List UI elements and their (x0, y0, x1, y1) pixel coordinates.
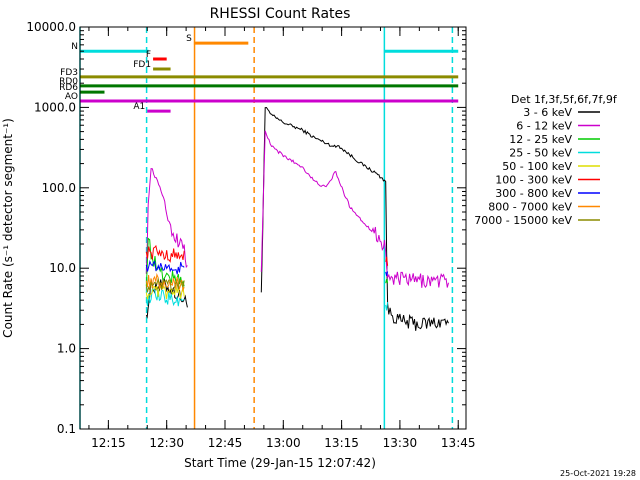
legend-title: Det 1f,3f,5f,6f,7f,9f (511, 93, 618, 106)
chart-title: RHESSI Count Rates (210, 6, 351, 22)
series-line (146, 289, 448, 310)
y-tick-label: 100.0 (42, 181, 76, 195)
y-tick-label: 10000.0 (26, 20, 76, 34)
x-tick-label: 12:45 (208, 436, 243, 450)
series-lines (145, 106, 449, 331)
series-line (146, 246, 448, 266)
legend-entry-label: 7000 - 15000 keV (474, 214, 572, 227)
plot-frame (79, 26, 467, 430)
legend-entry-label: 50 - 100 keV (502, 160, 572, 173)
x-tick-label: 13:30 (383, 436, 418, 450)
series-line (146, 279, 448, 292)
legend-entry-label: 3 - 6 keV (523, 106, 572, 119)
flag-bar-label: RD0 (59, 77, 78, 87)
series-line (145, 106, 449, 331)
flag-bar-label: S (186, 34, 192, 44)
flag-bar-label: A1 (133, 102, 145, 112)
series-line (146, 239, 448, 287)
flag-bar-label: RD6 (59, 83, 78, 93)
x-tick-label: 13:15 (324, 436, 359, 450)
legend-entry-label: 25 - 50 keV (509, 147, 572, 160)
flag-bar-label: FD1 (133, 60, 151, 70)
x-axis-label: Start Time (29-Jan-15 12:07:42) (184, 456, 376, 470)
series-line (145, 130, 449, 289)
x-axis: 12:15 12:30 12:45 13:00 13:15 13:30 13:45 (88, 27, 476, 450)
x-tick-label: 13:45 (441, 436, 476, 450)
footer-timestamp: 25-Oct-2021 19:28 (560, 469, 636, 478)
x-tick-label: 12:30 (149, 436, 184, 450)
y-tick-label: 0.1 (57, 422, 76, 436)
series-line (146, 285, 448, 299)
x-tick-label: 12:15 (91, 436, 126, 450)
x-tick-label: 13:00 (266, 436, 301, 450)
legend-entry-label: 800 - 7000 keV (488, 201, 572, 214)
flag-bar-label: N (71, 42, 78, 52)
legend-entry-label: 100 - 300 keV (495, 174, 572, 187)
legend-entry-label: 6 - 12 keV (516, 120, 572, 133)
legend-entry-label: 300 - 800 keV (495, 187, 572, 200)
flag-bar-label: FD3 (60, 68, 78, 78)
legend-entry-label: 12 - 25 keV (509, 133, 572, 146)
y-tick-label: 1.0 (57, 342, 76, 356)
y-axis-label: Count Rate (s⁻¹ detector segment⁻¹) (1, 118, 15, 338)
y-tick-label: 1000.0 (34, 100, 76, 114)
y-tick-label: 10.0 (49, 261, 76, 275)
flag-bar-label: AO (65, 92, 78, 102)
y-axis: 0.1 1.0 10.0 100.0 1000.0 10000.0 (26, 20, 466, 436)
flag-bar-label: F (146, 50, 151, 60)
